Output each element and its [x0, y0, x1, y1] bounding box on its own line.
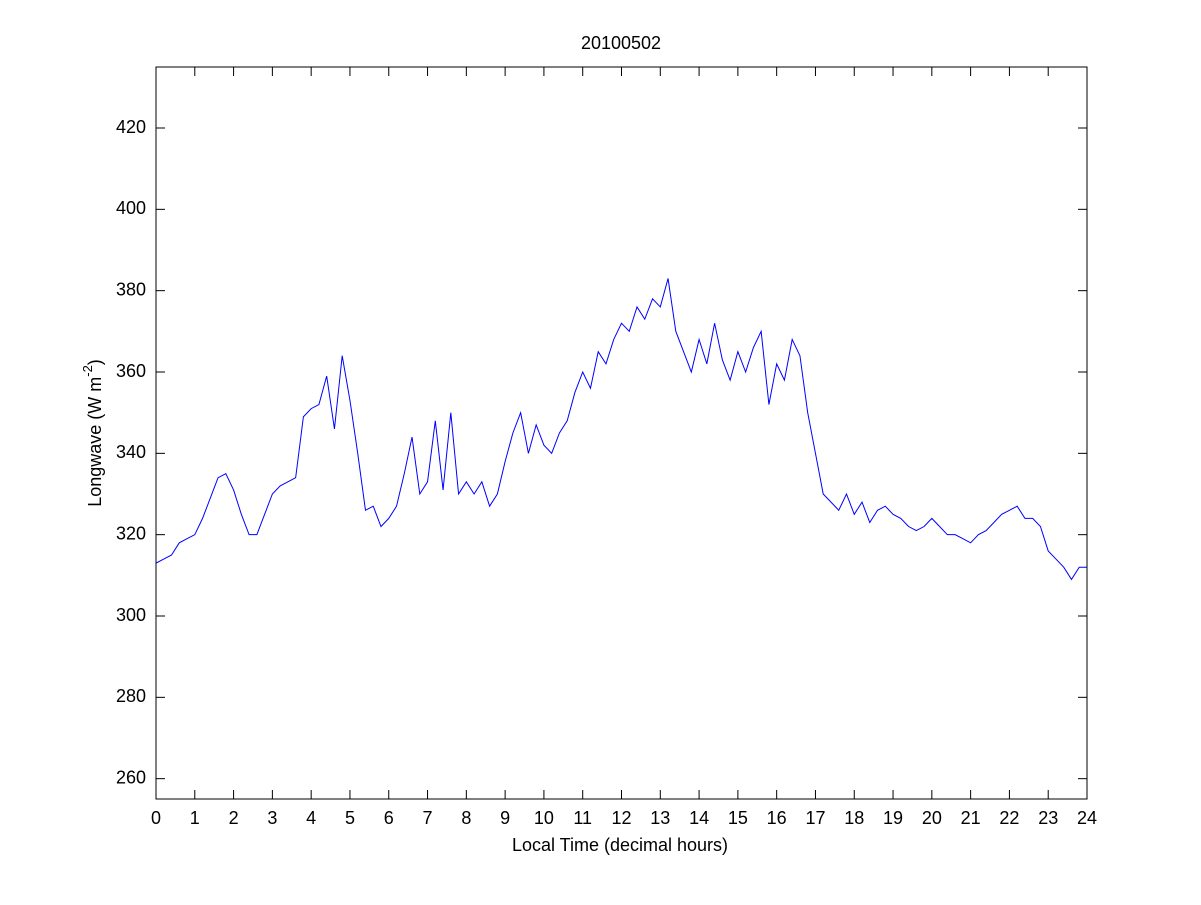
- y-label-sup: -2: [80, 365, 95, 377]
- x-tick-label: 22: [999, 808, 1019, 828]
- x-tick-label: 21: [961, 808, 981, 828]
- axes-box: [155, 66, 1088, 800]
- y-tick-label: 280: [116, 686, 146, 706]
- x-tick-label: 8: [461, 808, 471, 828]
- data-line: [155, 278, 1087, 581]
- chart-title: 20100502: [581, 33, 661, 53]
- y-label-text: Longwave (W m: [85, 377, 105, 507]
- x-tick-label: 12: [611, 808, 631, 828]
- x-tick-label: 6: [384, 808, 394, 828]
- y-label-end: ): [85, 359, 105, 365]
- x-tick-label: 7: [423, 808, 433, 828]
- x-tick-label: 15: [728, 808, 748, 828]
- x-tick-label: 5: [345, 808, 355, 828]
- x-tick-label: 11: [573, 808, 592, 828]
- y-tick-label: 380: [116, 279, 146, 299]
- x-tick-label: 2: [229, 808, 239, 828]
- x-tick-label: 9: [500, 808, 510, 828]
- x-tick-label: 10: [534, 808, 554, 828]
- x-tick-label: 20: [922, 808, 942, 828]
- x-tick-label: 19: [883, 808, 903, 828]
- x-tick-label: 24: [1077, 808, 1097, 828]
- y-tick-label: 420: [116, 117, 146, 137]
- y-tick-label: 400: [116, 198, 146, 218]
- x-tick-label: 17: [805, 808, 825, 828]
- y-tick-label: 300: [116, 605, 146, 625]
- y-axis-label: Longwave (W m-2): [80, 359, 104, 507]
- x-tick-label: 4: [306, 808, 316, 828]
- x-tick-label: 3: [267, 808, 277, 828]
- x-tick-label: 13: [650, 808, 670, 828]
- y-tick-label: 260: [116, 767, 146, 787]
- y-tick-label: 360: [116, 361, 146, 381]
- x-tick-label: 18: [844, 808, 864, 828]
- x-tick-label: 16: [767, 808, 787, 828]
- y-tick-label: 320: [116, 523, 146, 543]
- x-axis-label: Local Time (decimal hours): [512, 835, 728, 855]
- x-tick-label: 23: [1038, 808, 1058, 828]
- x-tick-label: 14: [689, 808, 709, 828]
- y-tick-label: 340: [116, 442, 146, 462]
- x-tick-label: 1: [190, 808, 200, 828]
- x-tick-label: 0: [151, 808, 161, 828]
